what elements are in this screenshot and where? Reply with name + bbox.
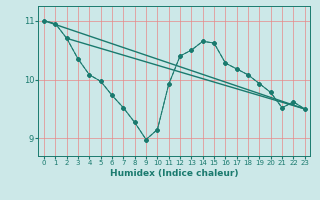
X-axis label: Humidex (Indice chaleur): Humidex (Indice chaleur): [110, 169, 239, 178]
